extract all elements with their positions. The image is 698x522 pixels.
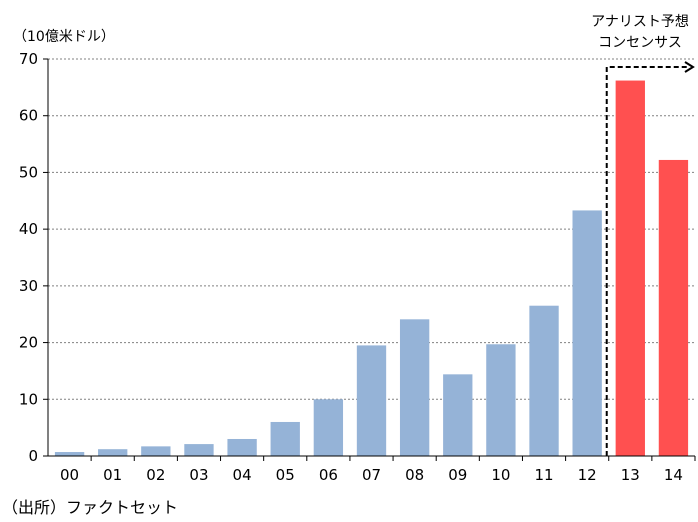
bar-07 bbox=[356, 345, 387, 456]
bar-03 bbox=[184, 444, 214, 456]
y-tick-label: 30 bbox=[19, 277, 38, 295]
x-tick-label: 09 bbox=[448, 466, 467, 484]
y-tick-label: 10 bbox=[19, 390, 38, 408]
x-tick-label: 06 bbox=[319, 466, 338, 484]
forecast-annotation-line1: アナリスト予想 bbox=[591, 14, 689, 30]
bar-02 bbox=[141, 446, 171, 456]
source-note: （出所）ファクトセット bbox=[2, 498, 178, 517]
y-tick-label: 0 bbox=[28, 447, 38, 465]
y-tick-label: 50 bbox=[19, 163, 38, 181]
x-tick-label: 12 bbox=[578, 466, 597, 484]
y-tick-labels: 0 10 20 30 40 50 60 70 bbox=[19, 50, 38, 465]
forecast-annotation-line2: コンセンサス bbox=[598, 35, 682, 51]
x-tick-label: 14 bbox=[664, 466, 683, 484]
axes bbox=[47, 59, 695, 457]
bar-06 bbox=[313, 399, 344, 456]
bar-10 bbox=[486, 344, 516, 456]
x-tick-label: 11 bbox=[534, 466, 553, 484]
forecast-bracket bbox=[605, 61, 695, 456]
x-tick-label: 13 bbox=[621, 466, 640, 484]
y-tick-label: 20 bbox=[19, 334, 38, 352]
bar-01 bbox=[98, 449, 128, 456]
bar-11 bbox=[529, 305, 559, 456]
forecast-arrow-icon bbox=[684, 61, 695, 73]
bars bbox=[54, 80, 689, 457]
y-tick-label: 60 bbox=[19, 107, 38, 125]
x-tick-label: 02 bbox=[146, 466, 165, 484]
forecast-bracket-line bbox=[605, 66, 689, 456]
bar-12 bbox=[572, 210, 602, 456]
bar-05 bbox=[270, 421, 300, 456]
bar-14 bbox=[658, 159, 689, 457]
x-tick-label: 10 bbox=[491, 466, 510, 484]
unit-label: （10億米ドル） bbox=[13, 29, 115, 45]
bar-13 bbox=[615, 80, 645, 457]
x-tick-label: 08 bbox=[405, 466, 424, 484]
bar-00 bbox=[54, 452, 85, 456]
x-tick-label: 01 bbox=[103, 466, 122, 484]
x-tick-label: 05 bbox=[276, 466, 295, 484]
x-tick-label: 00 bbox=[60, 466, 79, 484]
gridlines bbox=[43, 58, 696, 461]
bar-09 bbox=[443, 374, 473, 456]
y-tick-label: 70 bbox=[19, 50, 38, 68]
y-tick-label: 40 bbox=[19, 220, 38, 238]
x-tick-label: 04 bbox=[233, 466, 252, 484]
x-tick-labels: 00 01 02 03 04 05 06 07 08 09 10 11 12 13 14 bbox=[60, 466, 683, 484]
bar-08 bbox=[399, 319, 430, 456]
x-tick-label: 03 bbox=[189, 466, 208, 484]
bar-04 bbox=[227, 438, 257, 456]
x-tick-label: 07 bbox=[362, 466, 381, 484]
